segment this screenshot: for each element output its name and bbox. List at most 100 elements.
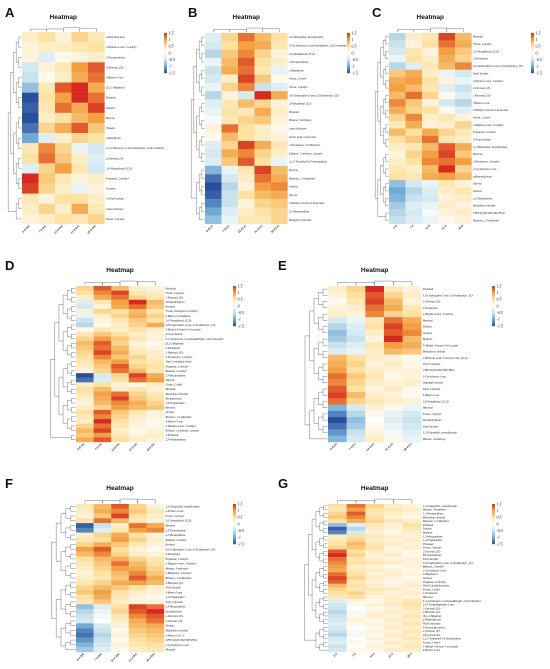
heatmap-cell <box>146 391 165 397</box>
row-label-propanal-2-methyl: Propanal, 2-methyl- <box>165 557 189 561</box>
heatmap-cell <box>71 112 89 124</box>
column-dendrogram-branch <box>84 282 103 286</box>
row-dendrogram-branch <box>304 564 316 641</box>
row-label-3-buten-2-one: 3-Buten-2-one <box>473 101 490 105</box>
heatmap-cell <box>271 66 288 75</box>
legend-swatch <box>233 287 236 290</box>
heatmap-title: Heatmap <box>361 267 388 274</box>
heatmap-cell <box>389 84 406 92</box>
heatmap-cell <box>328 515 347 520</box>
heatmap-cell <box>146 637 165 643</box>
heatmap-cell <box>383 564 403 569</box>
heatmap-cell <box>328 602 347 607</box>
row-label-methylene-chloride: Methylene chloride <box>165 629 189 633</box>
legend-swatch <box>233 510 236 513</box>
heatmap-cell <box>205 49 222 59</box>
row-dendrogram-branch <box>70 563 76 569</box>
row-label-toluene: Toluene <box>473 189 483 193</box>
heatmap-cell <box>55 193 72 204</box>
legend-swatch <box>347 59 350 62</box>
heatmap-cell <box>221 124 239 133</box>
heatmap-cell <box>389 194 406 203</box>
heatmap-cell <box>402 625 422 630</box>
legend-swatch <box>347 48 350 50</box>
heatmap-cell <box>93 432 112 438</box>
legend-swatch <box>164 43 167 45</box>
heatmap-cell <box>221 41 239 50</box>
row-label-2-cyclohexen-1-one: 2-Cyclohexen-1-one <box>473 167 497 171</box>
legend-swatch <box>347 44 350 47</box>
heatmap-cell <box>365 379 385 386</box>
heatmap-cell <box>328 617 347 622</box>
heatmap-cell <box>365 617 385 622</box>
heatmap-cell <box>93 350 112 355</box>
row-dendrogram-branch <box>385 80 389 89</box>
heatmap-cell <box>383 292 403 299</box>
heatmap-cell <box>38 112 56 124</box>
heatmap-cell <box>22 173 39 184</box>
heatmap-cell <box>405 69 423 78</box>
heatmap-cell <box>328 417 347 424</box>
color-scale-legend: 1.510.50-0.5-1-1.5 <box>492 283 503 328</box>
heatmap-cell <box>271 165 288 175</box>
heatmap-cell <box>128 561 147 567</box>
column-label-0-8-lg: 0-8 LG <box>205 223 215 233</box>
heatmap-cell <box>422 143 439 151</box>
heatmap-cell <box>402 553 422 558</box>
row-dendrogram <box>7 36 22 220</box>
legend-swatch <box>492 537 495 540</box>
row-label-benzene-1-3-dimethyl: Benzene, 1,3-dimethyl- <box>289 176 316 180</box>
heatmap-cell <box>22 153 39 164</box>
row-dendrogram-branch <box>322 376 328 383</box>
row-label-2-cyclohexen-1-one: 2-Cyclohexen-1-one <box>166 643 190 647</box>
heatmap-cell <box>93 364 112 369</box>
row-label-e-2-heptenal: (E,)-2-Heptenal <box>106 86 125 90</box>
heatmap-cell <box>93 286 112 291</box>
row-dendrogram-branch <box>71 324 76 330</box>
row-label-e-2-heptenal: (E,)-2-Heptenal <box>165 341 184 345</box>
heatmap-cell <box>402 610 422 615</box>
column-dendrogram-branch <box>229 29 247 33</box>
row-dendrogram-branch <box>313 398 319 424</box>
legend-swatch <box>233 299 236 302</box>
heatmap-cell <box>346 348 366 355</box>
column-dendrogram-branch <box>84 500 103 504</box>
heatmap-cell <box>93 556 112 562</box>
heatmap-cell <box>128 414 147 420</box>
heatmap-cell <box>254 182 272 191</box>
heatmap-cell <box>383 367 403 374</box>
row-label-trans-ionone: trans-β-Ionone <box>289 127 307 131</box>
heatmap-cell <box>402 629 422 634</box>
heatmap-cell <box>111 432 129 438</box>
heatmap-cell <box>254 174 272 183</box>
heatmap-cell <box>422 40 439 48</box>
heatmap-cell <box>402 522 422 527</box>
heatmap-cell <box>88 133 105 144</box>
heatmap-cell <box>402 519 422 524</box>
row-label-2-penten-2-one: 2-Penten-2-one <box>166 509 185 513</box>
heatmap-cell <box>76 354 94 360</box>
column-label-14-4: 14-4 <box>369 652 376 659</box>
heatmap-cell <box>365 286 385 293</box>
legend-swatch <box>233 307 236 310</box>
heatmap-cell <box>128 556 147 562</box>
row-dendrogram-branch <box>65 508 71 519</box>
heatmap-cell <box>93 609 112 614</box>
legend-swatch <box>164 59 167 62</box>
row-label-1-2-ethanediol-monoformate: 1,2-Ethanediol, monoformate <box>473 145 508 149</box>
row-dendrogram-branch <box>198 207 205 221</box>
heatmap-cell <box>455 172 472 181</box>
row-label-2-3-hexanedione: 2,3-Hexanedione <box>423 534 444 538</box>
legend-swatch <box>492 530 495 533</box>
row-label-2-hexenal-e: 2-Hexenal, (E)- <box>166 581 184 585</box>
row-label-toluene: Toluene <box>423 527 433 531</box>
row-label-ionone-precursor: δ-Ionone precursor <box>423 625 446 629</box>
row-dendrogram-branch <box>67 382 72 392</box>
row-label-vinyl-crotonate: Vinyl crotonate <box>423 362 441 366</box>
heatmap-cell <box>111 604 129 610</box>
row-label-furan-2-pentyl: Furan, 2-pentyl- <box>165 514 185 518</box>
row-dendrogram-branch <box>319 598 324 607</box>
heatmap-cell <box>402 385 422 393</box>
heatmap-cell <box>365 606 385 611</box>
column-labels: 0-8 LG 7-8 LG 14-8 LG 21-8 LG 28-8 LG <box>205 223 281 234</box>
